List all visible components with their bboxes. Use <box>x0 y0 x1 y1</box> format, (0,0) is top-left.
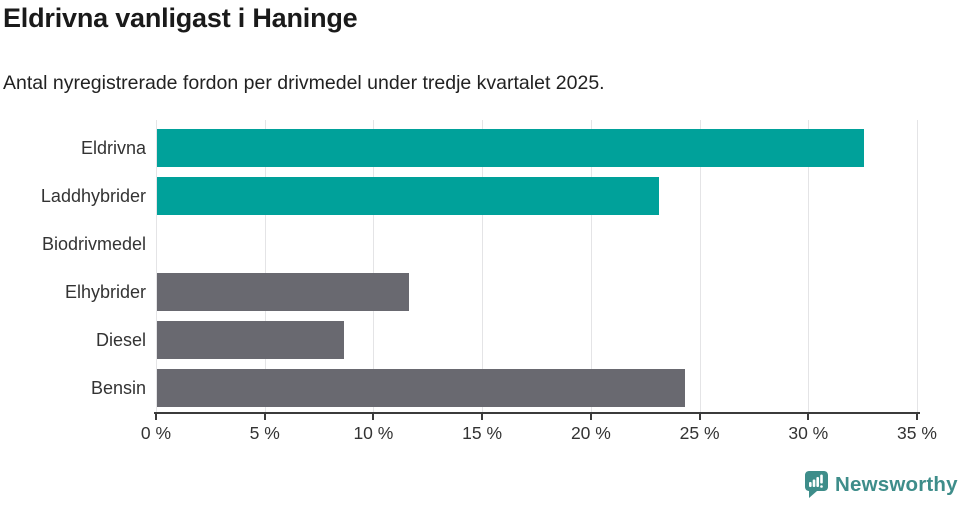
bar-diesel <box>157 320 344 360</box>
category-label-laddhybrider: Laddhybrider <box>40 186 146 206</box>
x-tick-35 <box>916 414 918 420</box>
category-label-elhybrider: Elhybrider <box>64 282 146 302</box>
gridline-0 <box>156 120 157 412</box>
chart-subtitle: Antal nyregistrerade fordon per drivmede… <box>3 72 605 94</box>
x-tick-label-0: 0 % <box>140 423 172 443</box>
category-label-bensin: Bensin <box>90 378 146 398</box>
gridline-30 <box>808 120 810 412</box>
x-tick-label-5: 5 % <box>249 423 280 443</box>
bar-eldrivna <box>157 128 864 168</box>
gridline-25 <box>699 120 701 412</box>
logo-text: Newsworthy <box>835 473 958 496</box>
gridline-15 <box>482 120 484 412</box>
x-tick-label-15: 15 % <box>462 423 503 443</box>
chart-title: Eldrivna vanligast i Haninge <box>3 3 358 33</box>
x-tick-0 <box>155 414 157 420</box>
x-tick-label-10: 10 % <box>353 423 394 443</box>
gridline-20 <box>590 120 592 412</box>
x-tick-label-25: 25 % <box>679 423 720 443</box>
x-tick-label-30: 30 % <box>788 423 829 443</box>
x-tick-25 <box>698 414 701 420</box>
x-tick-15 <box>481 414 484 420</box>
x-tick-20 <box>589 414 592 420</box>
x-tick-label-35: 35 % <box>897 423 937 443</box>
category-label-diesel: Diesel <box>95 330 146 350</box>
gridline-5 <box>264 120 266 412</box>
x-tick-10 <box>372 414 375 420</box>
bar-laddhybrider <box>157 176 660 216</box>
gridline-10 <box>373 120 375 412</box>
category-label-eldrivna: Eldrivna <box>80 138 146 158</box>
x-tick-5 <box>263 414 266 420</box>
newsworthy-logo: Newsworthy <box>805 471 958 499</box>
bar-bensin <box>157 368 686 408</box>
bar-chart-speech-bubble-icon <box>805 471 828 498</box>
x-axis-line <box>154 412 920 414</box>
bar-elhybrider <box>157 272 410 312</box>
x-tick-label-20: 20 % <box>570 423 611 443</box>
bar-chart: Eldrivna Laddhybrider Biodrivmedel Elhybrid… <box>40 120 937 443</box>
category-label-biodrivmedel: Biodrivmedel <box>41 234 146 254</box>
x-tick-30 <box>807 414 810 420</box>
gridline-35 <box>917 120 918 412</box>
